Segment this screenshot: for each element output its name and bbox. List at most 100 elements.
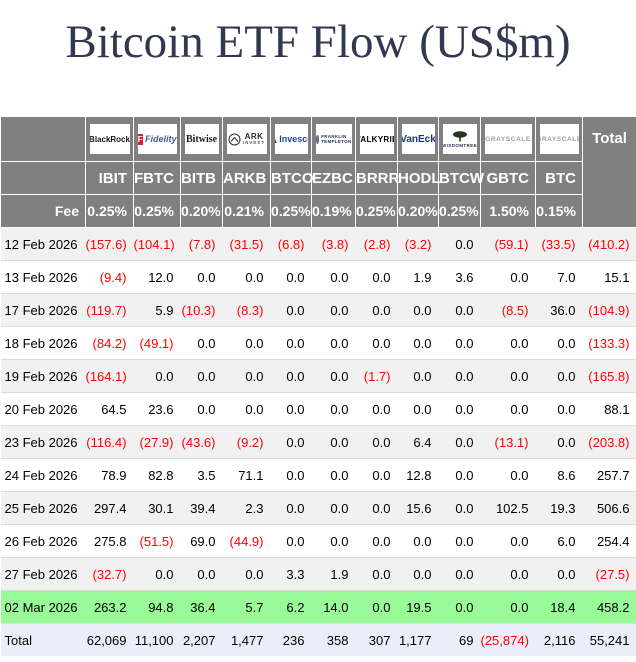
ticker-gbtc: GBTC [481,162,536,195]
provider-cell-vaneck-hodl: VanEck [398,117,439,162]
flow-cell: 39.4 [181,492,223,525]
franklin-head-icon [316,135,320,144]
flow-cell: 0.0 [439,294,481,327]
flow-cell: 0.0 [271,261,312,294]
flow-cell: 0.0 [439,492,481,525]
flow-cell: 0.0 [536,327,583,360]
flow-cell: 18.4 [536,591,583,624]
provider-cell-invesco-btco: Invesco [271,117,312,162]
row-total-cell: 458.2 [583,591,636,624]
wisdomtree-tree-icon [452,131,468,142]
date-cell: 24 Feb 2026 [1,459,86,492]
flow-cell: 19.5 [398,591,439,624]
flow-cell: (2.8) [356,228,398,261]
flow-cell: 6.2 [271,591,312,624]
flow-cell: 0.0 [439,393,481,426]
flow-cell: 0.0 [481,525,536,558]
date-cell: 23 Feb 2026 [1,426,86,459]
fee-hodl: 0.20% [398,195,439,228]
flow-cell: 0.0 [439,558,481,591]
flow-cell: 5.9 [134,294,181,327]
flow-cell: 0.0 [481,393,536,426]
provider-cell-grayscale-btc: GRAYSCALE [536,117,583,162]
flow-cell: 94.8 [134,591,181,624]
row-total-cell: 88.1 [583,393,636,426]
flow-cell: (6.8) [271,228,312,261]
row-total-cell: (410.2) [583,228,636,261]
flow-cell: 7.0 [536,261,583,294]
flow-cell: 0.0 [398,525,439,558]
flow-cell: 0.0 [356,558,398,591]
flow-cell: (164.1) [86,360,134,393]
date-cell: 27 Feb 2026 [1,558,86,591]
flow-cell: 6.0 [536,525,583,558]
flow-cell: (33.5) [536,228,583,261]
invesco-logo: Invesco [275,124,308,154]
column-total-cell: (25,874) [481,624,536,657]
flow-cell: 0.0 [223,261,271,294]
flow-cell: 64.5 [86,393,134,426]
valkyrie-wordmark: VALKYRIE [360,135,394,144]
flow-cell: 0.0 [223,393,271,426]
column-total-cell: 62,069 [86,624,134,657]
flow-cell: (31.5) [223,228,271,261]
flow-cell: 0.0 [312,525,356,558]
date-cell: 02 Mar 2026 [1,591,86,624]
table-body: 12 Feb 2026(157.6)(104.1)(7.8)(31.5)(6.8… [1,228,636,657]
row-total-cell: 254.4 [583,525,636,558]
bitwise-wordmark: Bitwise [186,134,217,145]
row-total-cell: 257.7 [583,459,636,492]
fee-ibit: 0.25% [86,195,134,228]
flow-cell: 0.0 [439,525,481,558]
flow-cell: 0.0 [223,360,271,393]
flow-cell: 0.0 [271,294,312,327]
ticker-ibit: IBIT [86,162,134,195]
column-total-cell: 1,177 [398,624,439,657]
fee-fbtc: 0.25% [134,195,181,228]
row-total-cell: (203.8) [583,426,636,459]
corner-cell [1,117,86,162]
flow-cell: (119.7) [86,294,134,327]
table-row: 12 Feb 2026(157.6)(104.1)(7.8)(31.5)(6.8… [1,228,636,261]
provider-cell-wisdomtree-btcw: WISDOMTREE [439,117,481,162]
column-total-cell: 1,477 [223,624,271,657]
flow-cell: 0.0 [439,459,481,492]
flow-cell: (9.4) [86,261,134,294]
flow-cell: (84.2) [86,327,134,360]
wisdomtree-wordmark: WISDOMTREE [443,143,477,148]
flow-cell: 0.0 [481,327,536,360]
flow-cell: 3.5 [181,459,223,492]
fee-label: Fee [1,195,86,228]
flow-cell: 263.2 [86,591,134,624]
flow-cell: 0.0 [398,360,439,393]
franklin-line-2: TEMPLETON [321,139,351,144]
ticker-btcw: BTCW [439,162,481,195]
flow-cell: 1.9 [398,261,439,294]
column-total-cell: 11,100 [134,624,181,657]
flow-cell: 0.0 [536,360,583,393]
flow-cell: 82.8 [134,459,181,492]
row-total-cell: 15.1 [583,261,636,294]
ticker-fbtc: FBTC [134,162,181,195]
fee-ezbc: 0.19% [312,195,356,228]
flow-cell: 0.0 [398,327,439,360]
ticker-brrr: BRRR [356,162,398,195]
